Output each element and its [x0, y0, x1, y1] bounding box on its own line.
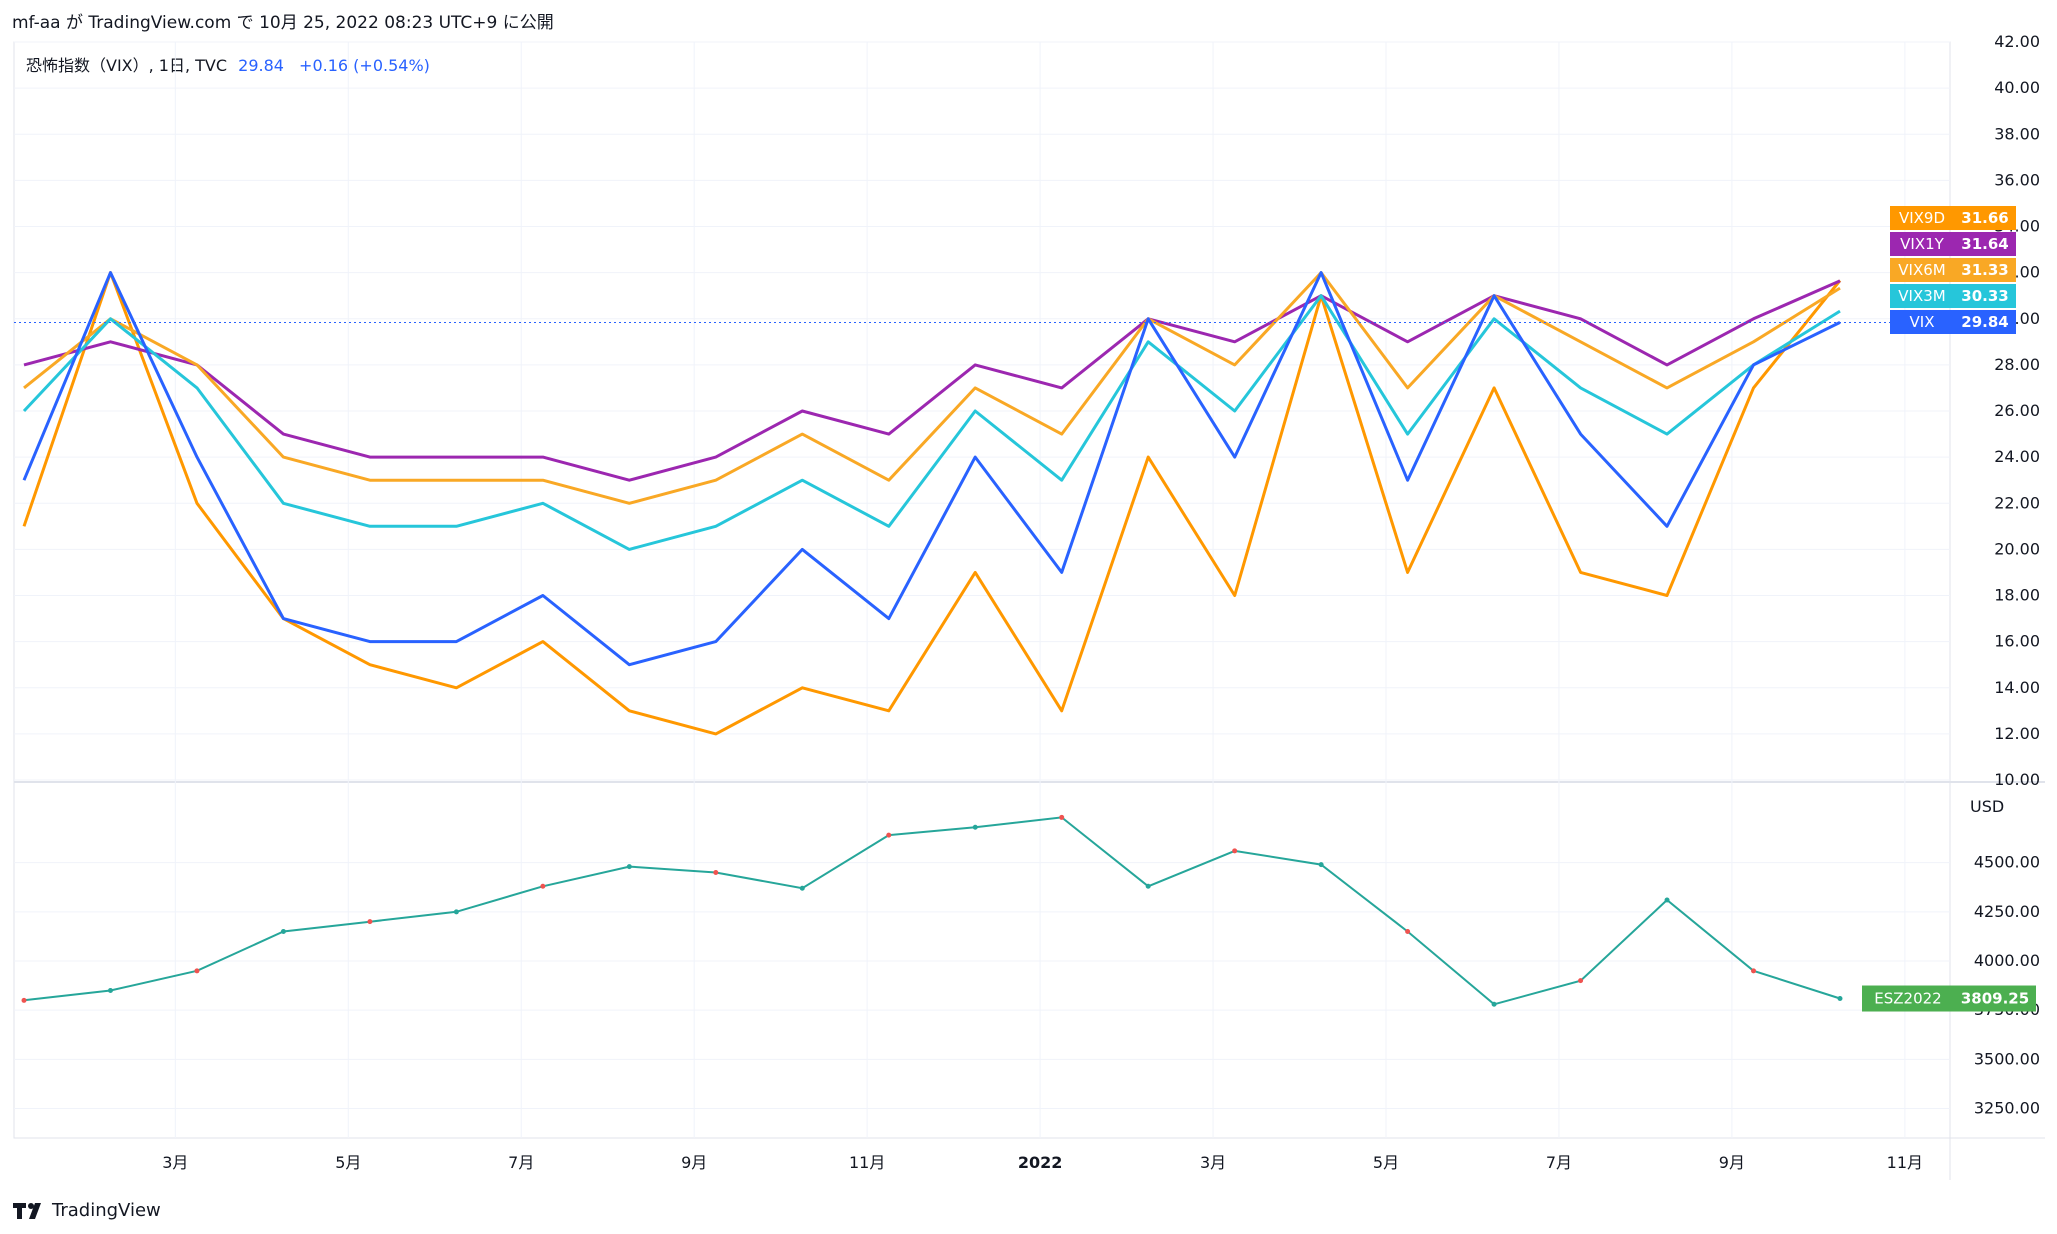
series-tag-value-bg [1954, 232, 2016, 256]
series-tag-name: VIX6M [1898, 261, 1945, 279]
series-line-vix3m [22, 294, 1841, 551]
es-point [1578, 978, 1584, 984]
series-tag-name: VIX3M [1898, 287, 1945, 305]
es-tag-value: 3809.25 [1961, 990, 2029, 1008]
y-tick-label: 38.00 [1994, 124, 2040, 143]
series-tag-value: 31.66 [1961, 209, 2008, 227]
price-unit-label: USD [1970, 797, 2004, 816]
y-tick-label: 20.00 [1994, 539, 2040, 558]
y-tick-label: 3250.00 [1974, 1099, 2040, 1118]
y-tick-label: 4500.00 [1974, 853, 2040, 872]
series-tag-value: 29.84 [1961, 313, 2008, 331]
series-line-vix6m [23, 271, 1841, 505]
es-point [1059, 814, 1065, 820]
series-tag-value-bg [1954, 310, 2016, 334]
series-tag-name: VIX1Y [1900, 235, 1945, 253]
series-tag-value: 30.33 [1961, 287, 2008, 305]
es-point [1664, 897, 1670, 903]
es-point [1837, 996, 1843, 1002]
es-tag-name-bg [1862, 985, 1954, 1012]
es-price-tag: ESZ2022 3809.25 [1862, 985, 2036, 1012]
x-tick-label: 5月 [1373, 1153, 1399, 1172]
series-tag-vix6m: VIX6M 31.33 [1890, 258, 2016, 282]
series-line-vix9d [22, 271, 1842, 736]
series-tag-name-bg [1890, 232, 1954, 256]
es-point [540, 883, 546, 889]
series-tag-value: 31.33 [1961, 261, 2008, 279]
es-point [972, 824, 978, 830]
series-tag-vix: VIX 29.84 [1890, 310, 2016, 334]
change-value: +0.16 (+0.54%) [299, 56, 430, 75]
y-tick-label: 18.00 [1994, 586, 2040, 605]
es-point [713, 870, 719, 875]
brand-name: TradingView [52, 1200, 161, 1221]
tradingview-logo: TradingView [12, 1200, 161, 1221]
y-tick-label: 16.00 [1994, 632, 2040, 651]
series-tag-name-bg [1890, 284, 1954, 308]
y-tick-label: 24.00 [1994, 447, 2040, 466]
x-tick-label: 9月 [1719, 1153, 1745, 1172]
x-tick-label: 11月 [849, 1153, 885, 1172]
x-tick-label: 11月 [1887, 1153, 1923, 1172]
series-tag-vix9d: VIX9D 31.66 [1890, 206, 2016, 230]
es-point [194, 968, 200, 974]
es-point [453, 909, 459, 915]
x-tick-label: 3月 [1200, 1153, 1226, 1172]
y-tick-label: 40.00 [1994, 78, 2040, 97]
series-tag-name: VIX [1910, 313, 1935, 331]
series-line-vix [22, 271, 1841, 667]
es-point [107, 988, 113, 993]
y-tick-label: 36.00 [1994, 170, 2040, 189]
publish-header: mf-aa が TradingView.com で 10月 25, 2022 0… [12, 13, 554, 33]
y-tick-label: 4250.00 [1974, 902, 2040, 921]
es-price-line [23, 816, 1841, 1006]
series-tag-value-bg [1954, 206, 2016, 230]
series-tag-name-bg [1890, 310, 1954, 334]
es-point [1145, 883, 1151, 889]
series-tag-value: 31.64 [1961, 235, 2008, 253]
symbol-title: 恐怖指数（VIX）, 1日, TVC [26, 56, 228, 75]
es-point [367, 919, 373, 925]
es-tag-value-bg [1954, 985, 2036, 1012]
y-tick-label: 4000.00 [1974, 951, 2040, 970]
series-tag-value-bg [1954, 258, 2016, 282]
es-point [1751, 968, 1757, 974]
series-tag-name-bg [1890, 206, 1954, 230]
x-tick-label: 5月 [335, 1153, 361, 1172]
series-tag-name-bg [1890, 258, 1954, 282]
es-point [886, 832, 892, 838]
y-tick-label: 28.00 [1994, 355, 2040, 374]
es-point [1232, 848, 1238, 854]
symbol-legend: 恐怖指数（VIX）, 1日, TVC 29.84 +0.16 (+0.54%) [26, 52, 430, 76]
y-tick-label: 14.00 [1994, 678, 2040, 697]
tradingview-icon [13, 1202, 41, 1219]
x-tick-label: 7月 [508, 1153, 534, 1172]
es-point [799, 885, 805, 891]
es-point [21, 997, 27, 1003]
series-tag-vix1y: VIX1Y 31.64 [1890, 232, 2016, 256]
series-tag-name: VIX9D [1899, 209, 1945, 227]
x-tick-label: 9月 [681, 1153, 707, 1172]
x-tick-label: 3月 [162, 1153, 188, 1172]
last-value: 29.84 [238, 56, 284, 75]
y-tick-label: 3500.00 [1974, 1049, 2040, 1068]
series-tag-vix3m: VIX3M 30.33 [1890, 284, 2016, 308]
series-tag-value-bg [1954, 284, 2016, 308]
y-tick-label: 12.00 [1994, 724, 2040, 743]
es-point [1491, 1001, 1497, 1007]
plot-frame [13, 41, 1951, 1139]
series-line-vix1y [23, 279, 1841, 482]
es-point [280, 929, 286, 934]
es-tag-name: ESZ2022 [1874, 990, 1941, 1008]
y-tick-label: 26.00 [1994, 401, 2040, 420]
x-tick-label: 2022 [1018, 1153, 1063, 1172]
x-tick-label: 7月 [1546, 1153, 1572, 1172]
es-point [1405, 929, 1411, 934]
es-point [1318, 862, 1324, 868]
es-point [626, 864, 632, 870]
y-tick-label: 42.00 [1994, 32, 2040, 51]
y-tick-label: 22.00 [1994, 493, 2040, 512]
y-tick-label: 10.00 [1994, 770, 2040, 789]
